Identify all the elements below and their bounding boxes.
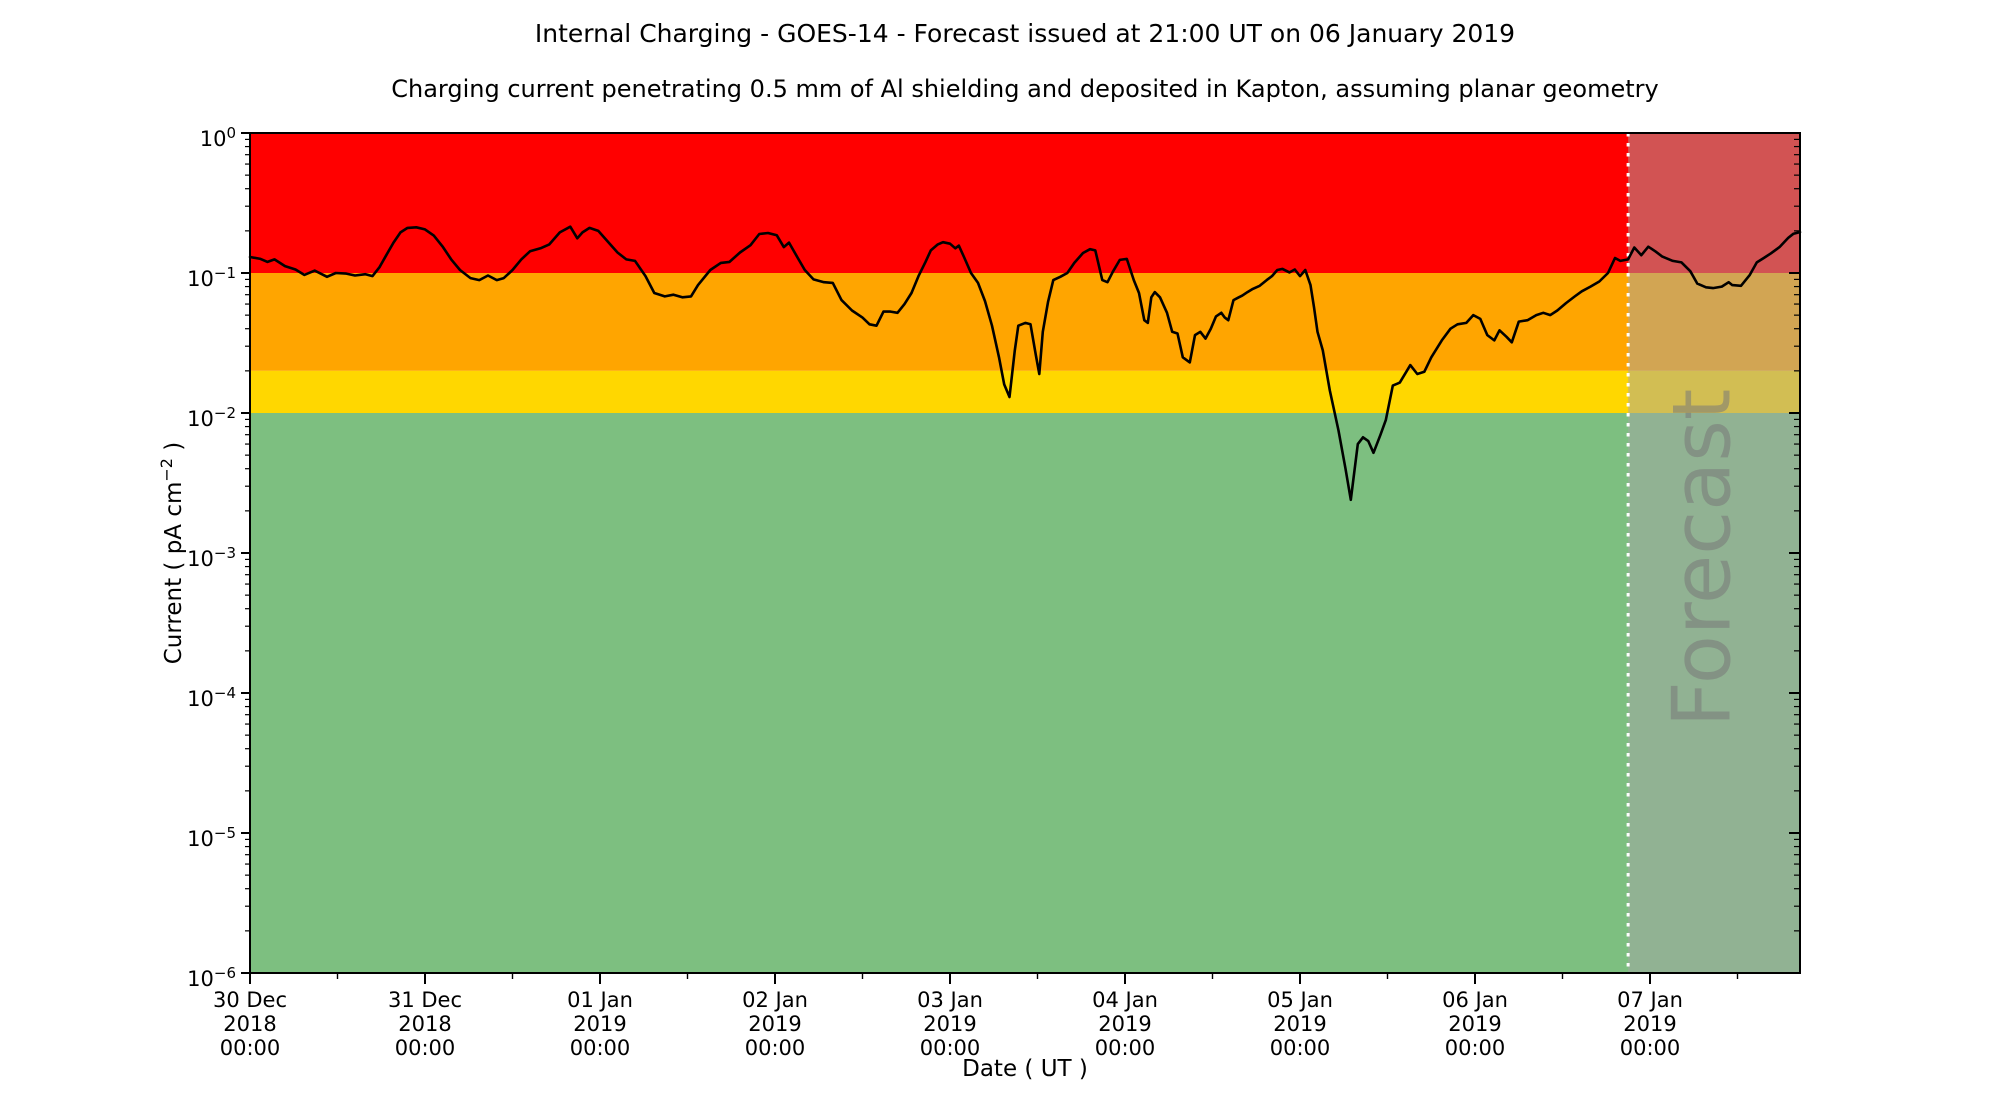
x-tick-label-line: 2019 xyxy=(1098,1012,1152,1036)
band-red-alert xyxy=(250,133,1800,273)
x-tick-label-line: 00:00 xyxy=(744,1036,806,1060)
chart-subtitle: Charging current penetrating 0.5 mm of A… xyxy=(391,75,1659,103)
y-axis-label-exponent: −2 xyxy=(157,458,177,482)
x-tick-label-line: 06 Jan xyxy=(1442,988,1508,1012)
x-tick-label-line: 05 Jan xyxy=(1267,988,1333,1012)
x-tick-label-line: 03 Jan xyxy=(917,988,983,1012)
x-axis-label: Date ( UT ) xyxy=(962,1056,1088,1082)
y-tick-label: 10−4 xyxy=(187,684,236,711)
x-tick-label-line: 31 Dec xyxy=(387,988,463,1012)
data-line xyxy=(248,225,1802,502)
x-tick-label-line: 30 Dec xyxy=(212,988,288,1012)
x-tick-label: 06 Jan 2019 00:00 xyxy=(1388,988,1562,1060)
y-tick-label: 100 xyxy=(199,124,236,151)
plot-area: Forecast xyxy=(241,132,1802,984)
x-tick-label-line: 2019 xyxy=(748,1012,802,1036)
x-tick-label-line: 00:00 xyxy=(394,1036,456,1060)
x-tick-label-line: 01 Jan xyxy=(567,988,633,1012)
x-tick-label-line: 00:00 xyxy=(1269,1036,1331,1060)
x-tick-label: 01 Jan 2019 00:00 xyxy=(513,988,687,1060)
x-tick-label-line: 00:00 xyxy=(1444,1036,1506,1060)
x-tick-label-line: 00:00 xyxy=(569,1036,631,1060)
x-tick-label: 05 Jan 2019 00:00 xyxy=(1213,988,1387,1060)
band-green-quiet xyxy=(250,413,1800,973)
x-tick-label-line: 2019 xyxy=(1623,1012,1677,1036)
x-tick-label: 07 Jan 2019 00:00 xyxy=(1563,988,1737,1060)
x-tick-label-line: 00:00 xyxy=(919,1036,981,1060)
chart-svg: Forecast xyxy=(241,132,1802,984)
chart-title: Internal Charging - GOES-14 - Forecast i… xyxy=(534,19,1516,48)
y-tick-label: 10−1 xyxy=(187,264,236,291)
x-tick-label: 02 Jan 2019 00:00 xyxy=(688,988,862,1060)
y-tick-label: 10−3 xyxy=(187,544,236,571)
x-tick-label: 03 Jan 2019 00:00 xyxy=(863,988,1037,1060)
y-axis-label-text: Current ( pA cm xyxy=(160,481,187,665)
x-tick-label-line: 2018 xyxy=(223,1012,277,1036)
x-tick-label: 31 Dec 2018 00:00 xyxy=(338,988,512,1060)
y-tick-label: 10−6 xyxy=(187,964,236,991)
forecast-label: Forecast xyxy=(1656,389,1749,728)
x-tick-label-line: 2019 xyxy=(923,1012,977,1036)
forecast-overlay xyxy=(1628,133,1800,973)
x-tick-label-line: 00:00 xyxy=(219,1036,281,1060)
y-tick-label: 10−5 xyxy=(187,824,236,851)
x-tick-label-line: 2019 xyxy=(1448,1012,1502,1036)
x-tick-label-line: 07 Jan xyxy=(1617,988,1683,1012)
band-yellow-caution xyxy=(250,370,1800,413)
x-tick-label-line: 2019 xyxy=(573,1012,627,1036)
y-axis-label-suffix: ) xyxy=(160,441,187,459)
x-tick-label-line: 02 Jan xyxy=(742,988,808,1012)
x-tick-label-line: 2019 xyxy=(1273,1012,1327,1036)
x-tick-label-line: 04 Jan xyxy=(1092,988,1158,1012)
x-tick-label: 30 Dec 2018 00:00 xyxy=(163,988,337,1060)
x-tick-label-line: 00:00 xyxy=(1094,1036,1156,1060)
x-tick-label: 04 Jan 2019 00:00 xyxy=(1038,988,1212,1060)
x-tick-label-line: 2018 xyxy=(398,1012,452,1036)
x-tick-label-line: 00:00 xyxy=(1619,1036,1681,1060)
y-tick-label: 10−2 xyxy=(187,404,236,431)
